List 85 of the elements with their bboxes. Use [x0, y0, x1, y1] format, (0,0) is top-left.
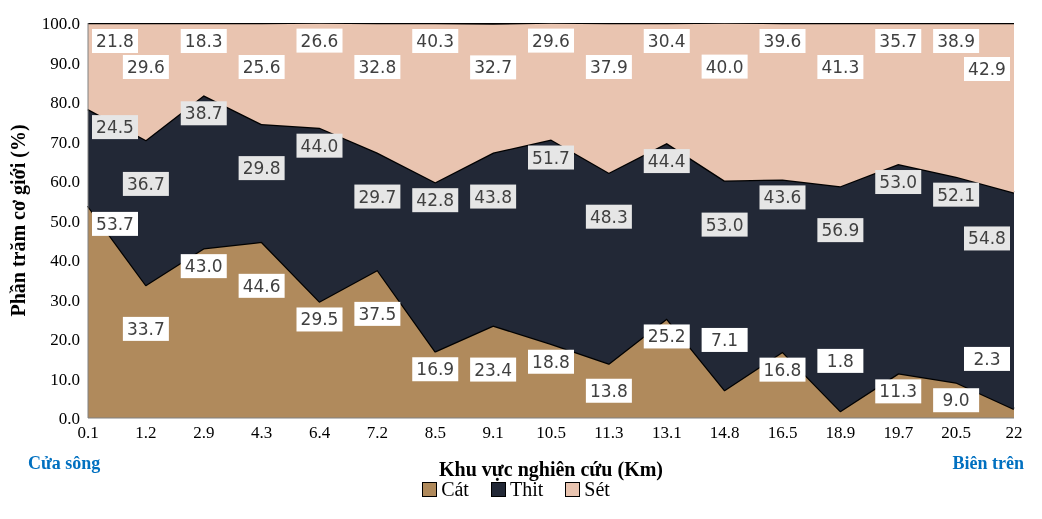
data-label: 44.4	[647, 151, 686, 172]
y-tick-label: 90.0	[50, 53, 80, 73]
data-label: 29.6	[532, 30, 570, 51]
y-tick-label: 0.0	[58, 409, 80, 429]
data-label: 43.8	[474, 186, 513, 207]
x-tick-label: 0.1	[77, 423, 99, 443]
data-label: 38.9	[937, 31, 976, 51]
data-label: 33.7	[126, 318, 165, 339]
data-label: 16.9	[416, 359, 455, 380]
data-label: 44.6	[242, 275, 281, 296]
y-tick-label: 20.0	[50, 330, 80, 350]
data-label: 44.0	[300, 135, 339, 156]
x-tick-label: 7.2	[366, 423, 388, 443]
data-label: 53.0	[879, 172, 918, 193]
x-axis-title: Khu vực nghiên cứu (Km)	[438, 458, 664, 481]
x-tick-label: 14.8	[709, 423, 740, 443]
text: Cửa sông	[28, 453, 101, 474]
y-axis-title: Phần trăm cơ giới (%)	[7, 124, 31, 317]
data-label: 40.0	[705, 56, 744, 77]
x-tick-label: 9.1	[482, 423, 504, 443]
data-label: 36.7	[126, 173, 165, 194]
data-label: 42.9	[968, 59, 1006, 79]
y-tick-label: 60.0	[50, 172, 80, 192]
y-tick-label: 70.0	[50, 132, 80, 152]
data-label: 2.3	[973, 348, 1001, 369]
data-label: 53.0	[705, 214, 744, 235]
x-tick-label: 22	[1005, 423, 1023, 443]
data-label: 43.6	[763, 187, 802, 208]
data-label: 38.7	[184, 103, 223, 124]
x-tick-label: 13.1	[651, 423, 682, 443]
data-label: 53.7	[96, 213, 134, 234]
data-label: 43.0	[184, 256, 223, 277]
data-label: 25.2	[647, 326, 686, 347]
data-label: 37.5	[358, 303, 397, 324]
data-label: 25.6	[242, 57, 281, 77]
data-label: 18.3	[184, 31, 223, 51]
data-label: 18.8	[532, 351, 570, 372]
data-label: 35.7	[879, 31, 918, 51]
x-tick-label: 20.5	[941, 423, 971, 443]
data-label: 40.3	[416, 31, 455, 51]
legend-label: Sét	[584, 478, 610, 501]
y-tick-label: 50.0	[50, 211, 80, 231]
data-label: 16.8	[763, 359, 802, 380]
data-label: 7.1	[711, 329, 739, 350]
x-tick-label: 4.3	[251, 423, 273, 443]
x-tick-label: 10.5	[536, 423, 566, 443]
data-label: 21.8	[96, 31, 134, 51]
x-tick-label: 19.7	[883, 423, 914, 443]
data-label: 11.3	[879, 381, 918, 402]
data-label: 37.9	[589, 57, 628, 77]
x-tick-label: 6.4	[308, 423, 331, 443]
data-label: 51.7	[532, 147, 570, 168]
data-label: 24.5	[96, 117, 134, 138]
data-label: 1.8	[826, 350, 854, 371]
legend-label: Cát	[441, 478, 469, 501]
data-label: 30.4	[647, 31, 686, 51]
data-label: 29.6	[126, 57, 165, 77]
data-label: 52.1	[937, 184, 976, 205]
x-tick-label: 8.5	[424, 423, 446, 443]
y-tick-label: 40.0	[50, 251, 80, 271]
x-tick-label: 18.9	[825, 423, 856, 443]
x-tick-label: 11.3	[594, 423, 624, 443]
text: Biên trên	[952, 453, 1024, 474]
data-label: 9.0	[942, 390, 970, 411]
data-label: 41.3	[821, 57, 860, 77]
data-label: 56.9	[821, 220, 860, 241]
x-tick-label: 16.5	[767, 423, 798, 443]
data-label: 54.8	[968, 228, 1006, 249]
y-tick-label: 80.0	[50, 93, 80, 113]
x-tick-label: 1.2	[135, 423, 157, 443]
data-label: 13.8	[589, 380, 628, 401]
x-tick-label: 2.9	[193, 423, 215, 443]
data-label: 23.4	[474, 359, 513, 380]
data-label: 42.8	[416, 190, 455, 211]
data-label: 32.8	[358, 57, 397, 77]
y-tick-label: 100.0	[41, 14, 80, 34]
data-label: 39.6	[763, 31, 802, 51]
data-label: 48.3	[589, 206, 628, 227]
y-tick-label: 30.0	[50, 290, 80, 310]
data-label: 29.7	[358, 186, 397, 207]
y-tick-label: 10.0	[50, 369, 80, 389]
data-label: 32.7	[474, 57, 513, 78]
data-label: 29.8	[242, 158, 281, 179]
data-label: 29.5	[300, 309, 339, 330]
data-label: 26.6	[300, 30, 339, 51]
